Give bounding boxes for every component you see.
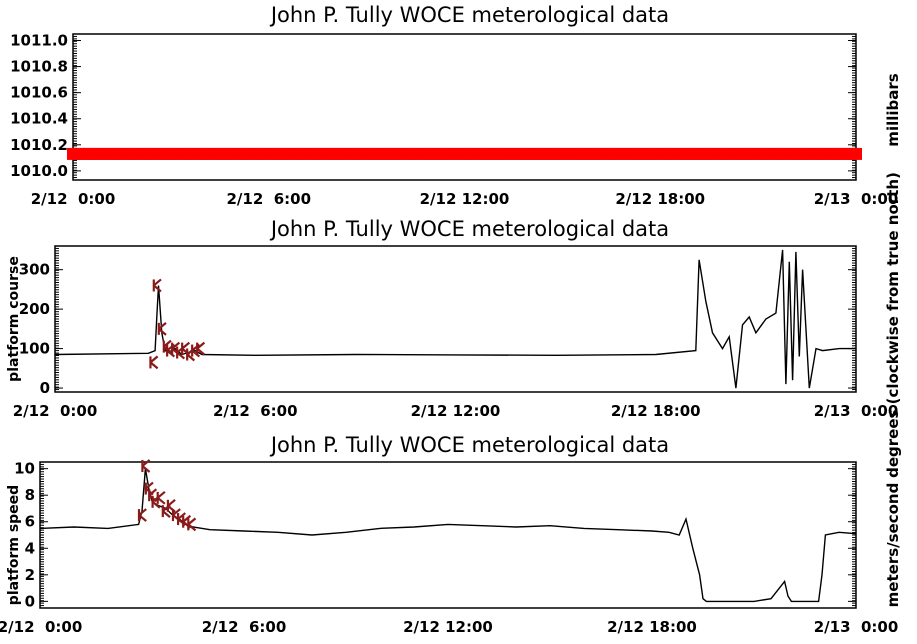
pressure-y-tick-label: 1010.0 — [10, 162, 68, 180]
pressure-right-axis-label: millibars — [884, 73, 902, 146]
speed-y-tick-label: 0 — [25, 592, 35, 610]
pressure-x-tick-label: 2/12 6:00 — [226, 190, 311, 208]
speed-x-tick-label: 2/13 0:00 — [814, 618, 899, 636]
course-x-tick-label: 2/13 0:00 — [814, 402, 899, 420]
course-marker — [157, 322, 167, 336]
speed-x-tick-label: 2/12 6:00 — [202, 618, 287, 636]
course-plot-frame — [54, 245, 857, 393]
speed-y-tick-label: 8 — [25, 486, 35, 504]
speed-y-axis-label: platform speed — [6, 485, 22, 605]
speed-ticks — [40, 461, 856, 609]
speed-marker — [187, 517, 197, 532]
course-y-tick-labels: 0 100 200 300 — [19, 261, 50, 397]
pressure-panel-title: John P. Tully WOCE meterological data — [269, 3, 669, 27]
course-marker — [196, 341, 206, 356]
course-marker — [149, 355, 159, 370]
speed-data — [39, 459, 857, 603]
speed-y-tick-label: 6 — [25, 513, 35, 531]
pressure-y-tick-labels: 1010.0 1010.2 1010.4 1010.6 1010.8 1011.0 — [10, 32, 68, 180]
pressure-x-tick-label: 2/12 0:00 — [31, 190, 116, 208]
speed-x-tick-labels: 2/12 0:00 2/12 6:00 2/12 12:00 2/12 18:00 2/… — [0, 618, 898, 636]
course-y-axis-label: platform course — [6, 256, 22, 382]
speed-x-tick-label: 2/12 0:00 — [0, 618, 82, 636]
pressure-x-tick-label: 2/12 12:00 — [420, 190, 510, 208]
speed-y-tick-label: 4 — [25, 539, 35, 557]
speed-marker — [141, 459, 151, 473]
course-series-line — [54, 249, 856, 389]
pressure-y-tick-label: 1011.0 — [10, 32, 68, 50]
pressure-y-tick-label: 1010.8 — [10, 58, 68, 76]
speed-panel-title: John P. Tully WOCE meterological data — [269, 433, 669, 457]
pressure-marker — [850, 147, 862, 160]
course-right-axis-label: degrees (clockwise from true north) — [884, 172, 902, 478]
speed-plot-frame — [39, 461, 857, 609]
course-y-tick-label: 200 — [19, 300, 50, 318]
course-panel-title: John P. Tully WOCE meterological data — [269, 217, 669, 241]
course-x-tick-label: 2/12 6:00 — [213, 402, 298, 420]
speed-y-tick-label: 10 — [14, 460, 35, 478]
course-y-tick-label: 0 — [40, 379, 50, 397]
course-x-tick-label: 2/12 18:00 — [611, 402, 701, 420]
course-y-tick-label: 100 — [19, 340, 50, 358]
course-marker — [152, 278, 162, 293]
pressure-x-tick-label: 2/13 0:00 — [814, 190, 899, 208]
speed-panel: John P. Tully WOCE meterological data pl… — [0, 433, 902, 636]
course-x-tick-label: 2/12 12:00 — [411, 402, 501, 420]
course-y-tick-label: 300 — [19, 261, 50, 279]
speed-x-tick-label: 2/12 12:00 — [403, 618, 493, 636]
speed-series-line — [39, 468, 857, 603]
course-panel: John P. Tully WOCE meterological data pl… — [6, 172, 902, 478]
course-data — [54, 249, 856, 389]
speed-y-tick-label: 2 — [25, 566, 35, 584]
speed-marker — [137, 508, 147, 522]
speed-marker — [156, 490, 166, 505]
pressure-y-tick-label: 1010.6 — [10, 84, 68, 102]
course-x-tick-labels: 2/12 0:00 2/12 6:00 2/12 12:00 2/12 18:00 2/… — [13, 402, 899, 420]
pressure-y-tick-label: 1010.2 — [10, 136, 68, 154]
speed-x-tick-label: 2/12 18:00 — [607, 618, 697, 636]
pressure-data — [67, 147, 862, 160]
speed-right-axis-label: meters/second — [884, 483, 902, 608]
pressure-ticks — [73, 33, 856, 181]
pressure-panel: John P. Tully WOCE meterological data 10… — [10, 3, 902, 208]
pressure-y-tick-label: 1010.4 — [10, 110, 68, 128]
course-ticks — [55, 245, 856, 393]
pressure-x-tick-label: 2/12 18:00 — [615, 190, 705, 208]
course-x-tick-label: 2/12 0:00 — [13, 402, 98, 420]
pressure-x-tick-labels: 2/12 0:00 2/12 6:00 2/12 12:00 2/12 18:00 2/… — [31, 190, 899, 208]
speed-y-tick-labels: 0 2 4 6 8 10 — [14, 460, 35, 611]
